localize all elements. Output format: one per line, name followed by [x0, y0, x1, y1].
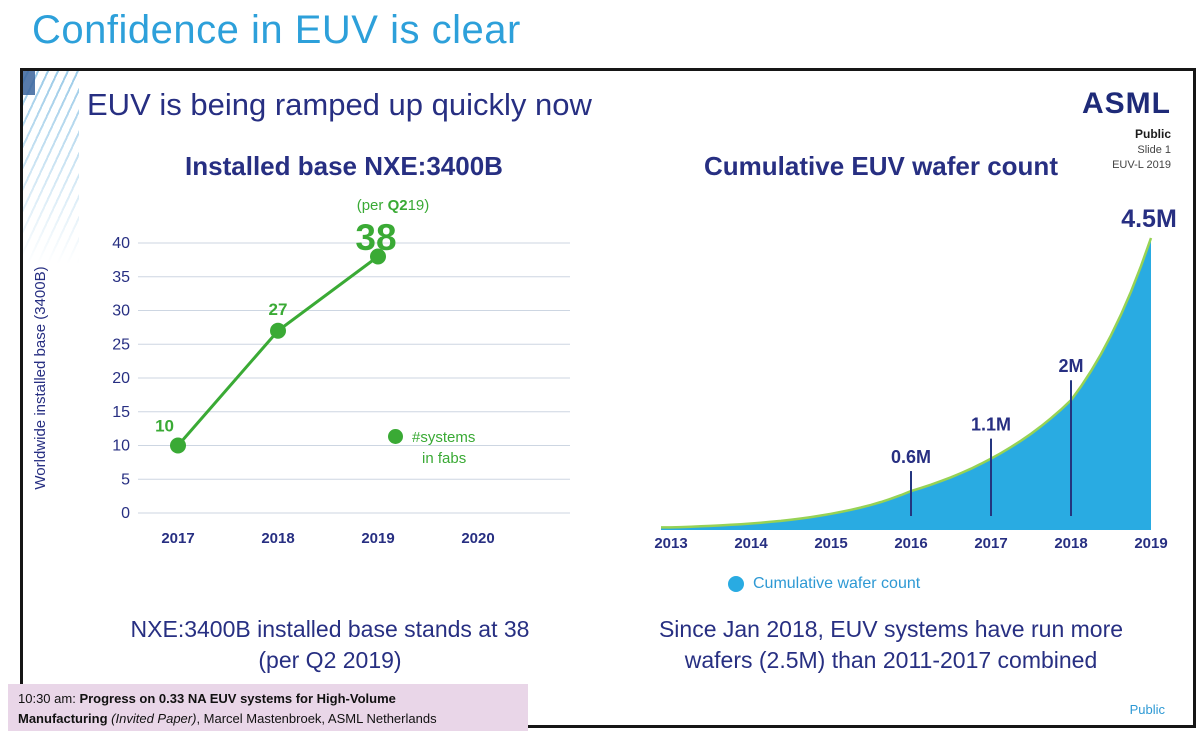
- program-footnote: 10:30 am: Progress on 0.33 NA EUV system…: [8, 684, 528, 731]
- svg-text:2020: 2020: [461, 530, 494, 547]
- wafer-legend-label: Cumulative wafer count: [753, 575, 921, 592]
- svg-text:2017: 2017: [974, 535, 1007, 552]
- classification-label: Public: [1134, 127, 1171, 141]
- svg-text:2014: 2014: [734, 535, 768, 552]
- caption-right-line1: Since Jan 2018, EUV systems have run mor…: [658, 616, 1124, 642]
- footnote-title-2: Manufacturing: [18, 710, 112, 726]
- y-axis-label: Worldwide installed base (3400B): [32, 266, 49, 490]
- slide-title: EUV is being ramped up quickly now: [87, 87, 592, 122]
- slide: EUV is being ramped up quickly now ASML …: [20, 68, 1196, 728]
- subtitle-quarter: Q2: [387, 197, 408, 214]
- svg-text:2M: 2M: [1058, 356, 1083, 376]
- event-label: EUV-L 2019: [1112, 159, 1171, 171]
- footnote-paper-type: (Invited Paper): [111, 710, 197, 726]
- cumulative-wafer-chart: 2013 2014 2015 2016 2017 2018 2019 0.6M 1.1M 2M: [654, 237, 1168, 552]
- strip-fade-overlay: [23, 71, 79, 281]
- svg-text:2013: 2013: [654, 535, 687, 552]
- svg-text:5: 5: [121, 471, 130, 488]
- caption-right-line2: wafers (2.5M) than 2011-2017 combined: [684, 647, 1098, 674]
- subtitle-suffix: 19): [407, 197, 430, 214]
- per-quarter-note: (per Q219): [323, 197, 463, 214]
- svg-text:10: 10: [112, 438, 130, 455]
- legend-line2: in fabs: [422, 450, 467, 467]
- footnote-line1: 10:30 am: Progress on 0.33 NA EUV system…: [18, 689, 518, 709]
- installed-base-chart: 0 5 10 15 20 25 30 35 40 2017 2018 2019 2020 10 27: [112, 235, 570, 547]
- svg-text:0: 0: [121, 505, 130, 522]
- footnote-line2: Manufacturing (Invited Paper), Marcel Ma…: [18, 709, 518, 729]
- svg-text:27: 27: [269, 300, 288, 319]
- svg-text:10: 10: [155, 417, 174, 436]
- legend-line1: #systems: [412, 429, 476, 446]
- svg-text:20: 20: [112, 370, 130, 387]
- svg-text:30: 30: [112, 303, 130, 320]
- caption-left-line2: (per Q2 2019): [258, 647, 402, 674]
- svg-text:2018: 2018: [261, 530, 294, 547]
- slide-number: Slide 1: [1137, 144, 1171, 156]
- footnote-time: 10:30 am:: [18, 691, 80, 706]
- peak-value-label: 4.5M: [1121, 205, 1177, 233]
- asml-logo: ASML: [1082, 87, 1171, 120]
- strip-corner-graphic: [23, 71, 35, 95]
- slide-decorative-strip: [23, 71, 79, 725]
- blue-legend-dot-icon: [728, 576, 744, 592]
- svg-text:40: 40: [112, 235, 130, 252]
- svg-text:0.6M: 0.6M: [891, 447, 931, 467]
- svg-text:2019: 2019: [361, 530, 394, 547]
- svg-text:35: 35: [112, 269, 130, 286]
- svg-text:15: 15: [112, 404, 130, 421]
- caption-left-line1: NXE:3400B installed base stands at 38: [130, 616, 530, 642]
- legend-text: #systems in fabs: [412, 427, 475, 469]
- svg-text:2016: 2016: [894, 535, 927, 552]
- wafer-count-heading: Cumulative EUV wafer count: [704, 151, 1058, 181]
- systems-in-fabs-legend: #systems in fabs: [388, 427, 475, 469]
- svg-text:25: 25: [112, 336, 130, 353]
- installed-base-caption: NXE:3400B installed base stands at 38 (p…: [95, 614, 565, 676]
- svg-text:2015: 2015: [814, 535, 847, 552]
- footnote-title-1: Progress on 0.33 NA EUV systems for High…: [79, 691, 396, 706]
- svg-text:1.1M: 1.1M: [971, 415, 1011, 435]
- page-title: Confidence in EUV is clear: [32, 8, 521, 52]
- subtitle-prefix: (per: [356, 197, 388, 214]
- footnote-authors: , Marcel Mastenbroek, ASML Netherlands: [196, 710, 437, 726]
- svg-text:2017: 2017: [161, 530, 194, 547]
- wafer-count-caption: Since Jan 2018, EUV systems have run mor…: [641, 614, 1141, 676]
- footer-classification: Public: [1129, 702, 1165, 717]
- wafer-count-legend: Cumulative wafer count: [728, 575, 920, 593]
- big-value-38: 38: [355, 217, 397, 258]
- svg-text:2019: 2019: [1134, 535, 1167, 552]
- svg-text:2018: 2018: [1054, 535, 1087, 552]
- logo-block: ASML Public Slide 1 EUV-L 2019: [1082, 87, 1171, 171]
- installed-base-heading: Installed base NXE:3400B: [185, 151, 503, 181]
- green-legend-dot-icon: [388, 429, 403, 444]
